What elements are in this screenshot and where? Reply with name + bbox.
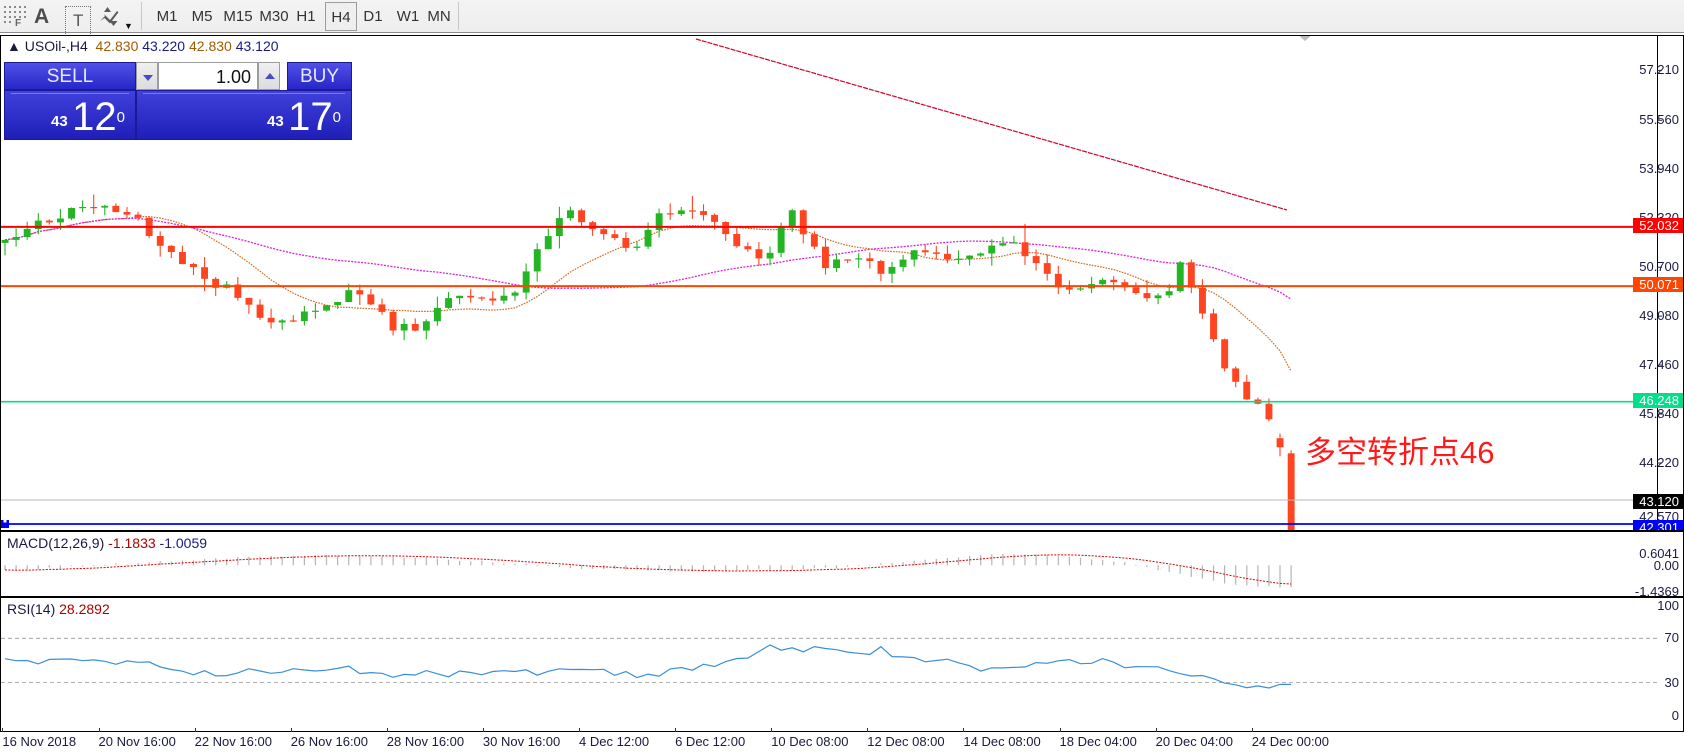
svg-text:F: F — [15, 18, 21, 28]
